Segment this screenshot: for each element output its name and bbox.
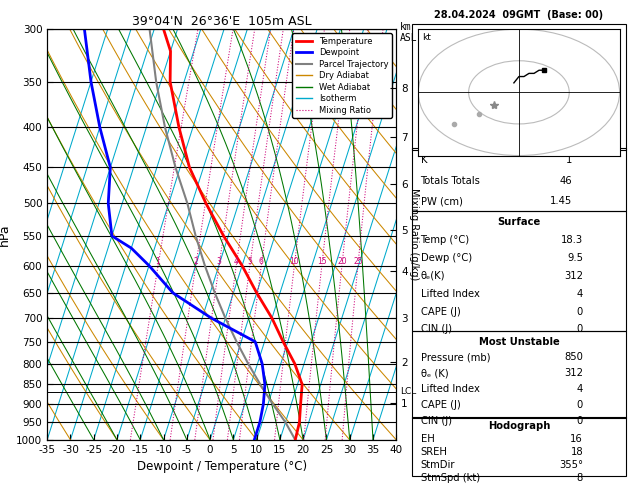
Text: 28.04.2024  09GMT  (Base: 00): 28.04.2024 09GMT (Base: 00) (435, 10, 603, 19)
Text: 20: 20 (337, 257, 347, 265)
Text: SREH: SREH (421, 447, 447, 457)
Text: 0: 0 (577, 307, 583, 316)
Text: 9.5: 9.5 (567, 253, 583, 263)
Text: Pressure (mb): Pressure (mb) (421, 352, 490, 363)
Text: CAPE (J): CAPE (J) (421, 400, 460, 410)
Text: Hodograph: Hodograph (487, 421, 550, 431)
Bar (412, 148, 626, 211)
Text: PW (cm): PW (cm) (421, 196, 462, 206)
Text: 25: 25 (353, 257, 363, 265)
Legend: Temperature, Dewpoint, Parcel Trajectory, Dry Adiabat, Wet Adiabat, Isotherm, Mi: Temperature, Dewpoint, Parcel Trajectory… (292, 34, 392, 118)
Text: LCL: LCL (401, 387, 416, 396)
Text: 1: 1 (566, 155, 572, 165)
Text: Temp (°C): Temp (°C) (421, 235, 470, 245)
Text: 8: 8 (577, 473, 583, 484)
Text: Totals Totals: Totals Totals (421, 175, 481, 186)
Text: StmDir: StmDir (421, 460, 455, 470)
Text: Most Unstable: Most Unstable (479, 336, 559, 347)
Text: 4: 4 (577, 289, 583, 299)
Text: 5: 5 (247, 257, 252, 265)
Text: 312: 312 (564, 271, 583, 281)
Text: 10: 10 (289, 257, 299, 265)
Text: 18: 18 (571, 447, 583, 457)
Text: Lifted Index: Lifted Index (421, 384, 479, 394)
Text: EH: EH (421, 434, 434, 444)
Bar (412, 417, 626, 476)
X-axis label: Dewpoint / Temperature (°C): Dewpoint / Temperature (°C) (136, 460, 307, 473)
Text: CAPE (J): CAPE (J) (421, 307, 460, 316)
Text: Dewp (°C): Dewp (°C) (421, 253, 472, 263)
Text: km
ASL: km ASL (399, 22, 417, 43)
Bar (412, 211, 626, 331)
Bar (412, 24, 626, 150)
Text: 0: 0 (577, 400, 583, 410)
Y-axis label: hPa: hPa (0, 223, 11, 246)
Text: K: K (421, 155, 427, 165)
Text: Surface: Surface (498, 217, 540, 227)
Text: θₑ (K): θₑ (K) (421, 368, 448, 379)
Text: θₑ(K): θₑ(K) (421, 271, 445, 281)
Text: 312: 312 (564, 368, 583, 379)
Text: 15: 15 (317, 257, 326, 265)
Text: 4: 4 (577, 384, 583, 394)
Text: 0: 0 (577, 416, 583, 426)
Text: 1: 1 (156, 257, 160, 265)
Text: CIN (J): CIN (J) (421, 324, 452, 334)
Text: 18.3: 18.3 (561, 235, 583, 245)
Text: 16: 16 (571, 434, 583, 444)
Text: 2: 2 (193, 257, 198, 265)
Text: CIN (J): CIN (J) (421, 416, 452, 426)
Text: StmSpd (kt): StmSpd (kt) (421, 473, 480, 484)
Text: kt: kt (422, 33, 431, 42)
Text: 6: 6 (259, 257, 264, 265)
Text: 850: 850 (564, 352, 583, 363)
Title: 39°04'N  26°36'E  105m ASL: 39°04'N 26°36'E 105m ASL (132, 15, 311, 28)
Text: 3: 3 (216, 257, 221, 265)
Text: 355°: 355° (559, 460, 583, 470)
Text: 4: 4 (234, 257, 238, 265)
Y-axis label: Mixing Ratio (g/kg): Mixing Ratio (g/kg) (409, 189, 419, 280)
Bar (412, 331, 626, 417)
Text: 1.45: 1.45 (550, 196, 572, 206)
Text: 0: 0 (577, 324, 583, 334)
Text: Lifted Index: Lifted Index (421, 289, 479, 299)
Text: 46: 46 (560, 175, 572, 186)
